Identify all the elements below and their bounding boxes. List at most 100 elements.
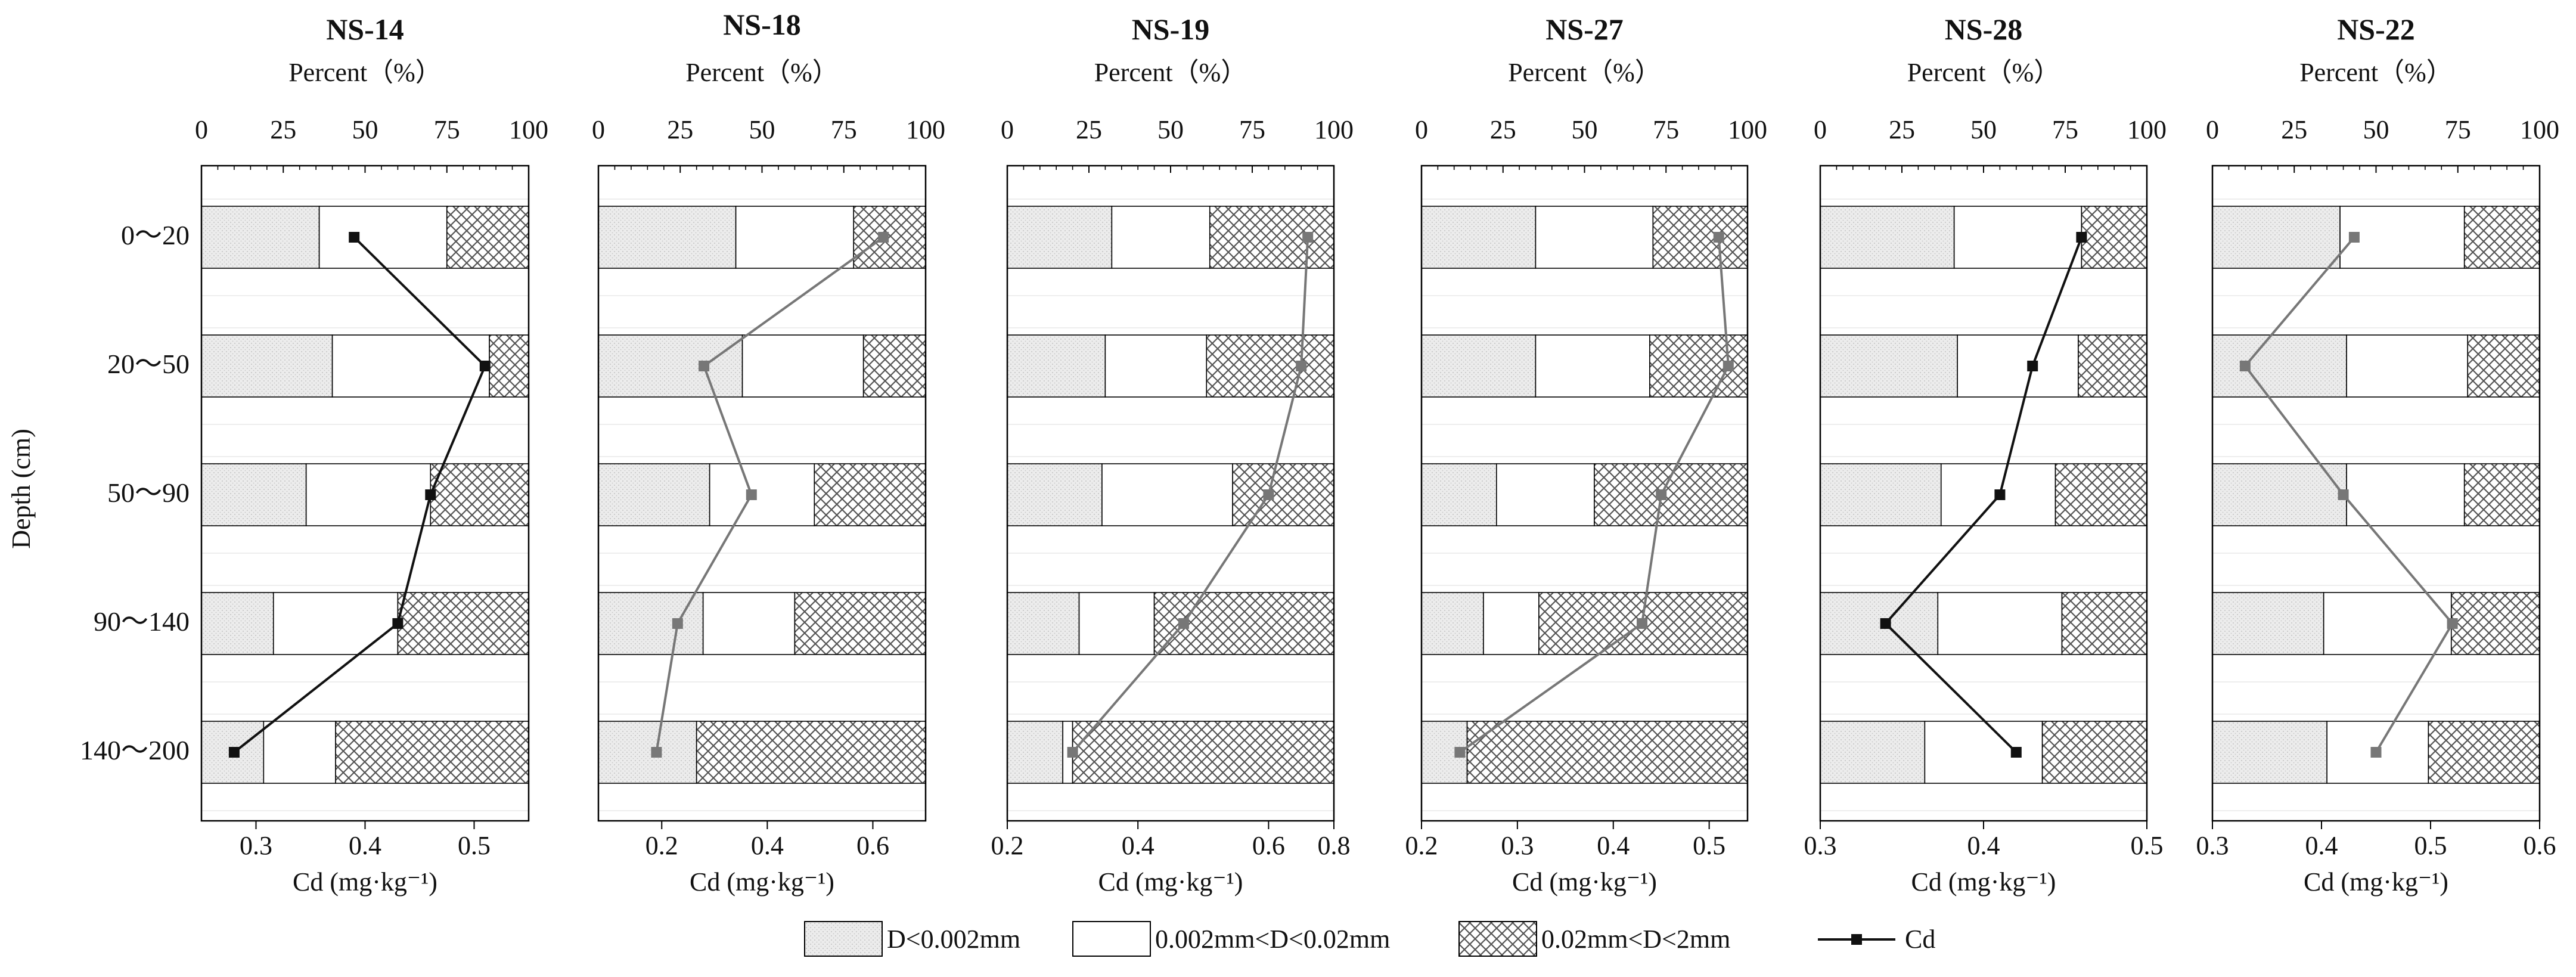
cd-point <box>651 747 662 758</box>
bar-silt <box>2339 206 2465 269</box>
bar-silt <box>1111 206 1211 269</box>
legend-label-cd: Cd <box>1905 925 1935 954</box>
top-tick-label: 50 <box>1970 115 1997 144</box>
top-tick-label: 25 <box>2281 115 2307 144</box>
bar-sand <box>2061 592 2147 655</box>
top-axis-label: Percent（%） <box>1508 58 1661 87</box>
cd-point <box>2076 232 2087 243</box>
bar-fine <box>2212 463 2347 526</box>
top-tick-label: 25 <box>667 115 693 144</box>
bar-fine <box>1421 463 1497 526</box>
bar-sand <box>2428 721 2540 784</box>
top-tick-label: 100 <box>509 115 548 144</box>
bottom-axis-label: Cd (mg·kg⁻¹) <box>1911 867 2056 897</box>
bar-fine <box>1007 721 1063 784</box>
bottom-axis-label: Cd (mg·kg⁻¹) <box>293 867 437 897</box>
bar-fine <box>1820 334 1958 398</box>
bar-sand <box>2467 334 2540 398</box>
legend-label-silt: 0.002mm<D<0.02mm <box>1155 925 1390 954</box>
cd-point <box>878 232 889 243</box>
top-tick-label: 0 <box>2206 115 2219 144</box>
top-tick-label: 50 <box>1157 115 1184 144</box>
cd-point <box>479 361 491 371</box>
bar-silt <box>1937 592 2063 655</box>
bar-silt <box>1535 334 1650 398</box>
panel-ns-18: NS-18 Percent（%） Cd (mg·kg⁻¹) 0 25 50 75 100 0.2… <box>592 8 945 897</box>
bar-fine <box>201 334 333 398</box>
cd-point <box>2027 361 2038 371</box>
panel-ns-27: NS-27 Percent（%） Cd (mg·kg⁻¹) 0 25 50 75 100 0.2… <box>1405 13 1768 897</box>
bar-sand <box>2078 334 2147 398</box>
top-tick-label: 50 <box>352 115 378 144</box>
cd-point <box>2338 489 2349 500</box>
bar-fine <box>1007 463 1103 526</box>
bar-fine <box>2212 206 2341 269</box>
bar-silt <box>1078 592 1155 655</box>
bar-fine <box>1007 592 1080 655</box>
bar-fine <box>1421 206 1537 269</box>
cd-point <box>1178 618 1189 629</box>
bar-sand <box>446 206 529 269</box>
bar-fine <box>598 721 697 784</box>
bar-fine <box>1007 334 1106 398</box>
top-axis-label: Percent（%） <box>288 58 442 87</box>
bar-sand <box>2041 721 2147 784</box>
top-tick-label: 100 <box>2520 115 2559 144</box>
bottom-tick-label: 0.6 <box>2524 831 2556 860</box>
top-tick-label: 100 <box>1728 115 1767 144</box>
cd-point <box>392 618 404 629</box>
bar-silt <box>318 206 448 269</box>
bar-silt <box>2346 334 2469 398</box>
bar-fine <box>201 206 320 269</box>
depth-labels: 0～20 20～50 50～90 90～140 140～200 <box>80 220 190 765</box>
legend-swatch-sand <box>1458 921 1537 957</box>
bottom-tick-label: 0.3 <box>1501 831 1534 860</box>
panel-ns-28: NS-28 Percent（%） Cd (mg·kg⁻¹) 0 25 50 75 100 0.3… <box>1804 13 2167 897</box>
top-axis-label: Percent（%） <box>1094 58 1247 87</box>
bar-sand <box>430 463 529 526</box>
top-tick-label: 50 <box>1572 115 1598 144</box>
bar-sand <box>1594 463 1748 526</box>
cd-point <box>2010 747 2022 758</box>
bar-sand <box>2450 592 2540 655</box>
bottom-tick-label: 0.4 <box>2305 831 2338 860</box>
cd-point <box>1263 489 1274 500</box>
bar-silt <box>1924 721 2043 784</box>
top-tick-label: 50 <box>2363 115 2389 144</box>
cd-point <box>1296 361 1307 371</box>
bar-sand <box>853 206 926 269</box>
top-tick-label: 75 <box>831 115 857 144</box>
bar-silt <box>702 592 796 655</box>
bar-sand <box>2054 463 2147 526</box>
bar-sand <box>489 334 529 398</box>
legend-swatch-fine <box>804 921 883 957</box>
bar-silt <box>1953 206 2082 269</box>
panel-ns-14: NS-14 Percent（%） Cd (mg·kg⁻¹) 0 25 50 75 100 0.3… <box>195 13 548 897</box>
bar-fine <box>1820 721 1926 784</box>
bar-sand <box>1466 721 1748 784</box>
bar-sand <box>335 721 529 784</box>
bottom-tick-label: 0.3 <box>2196 831 2229 860</box>
bar-silt <box>305 463 432 526</box>
depth-label-3: 90～140 <box>94 606 190 637</box>
legend: D<0.002mm 0.002mm<D<0.02mm 0.02mm<D<2mm … <box>804 921 1935 957</box>
cd-point <box>2447 618 2458 629</box>
cd-point <box>1713 232 1724 243</box>
top-axis-label: Percent（%） <box>1907 58 2060 87</box>
bottom-tick-label: 0.2 <box>1405 831 1438 860</box>
bottom-axis-label: Cd (mg·kg⁻¹) <box>1098 867 1243 897</box>
bar-silt <box>263 721 336 784</box>
cd-point <box>1722 361 1734 371</box>
panel-title: NS-28 <box>1945 13 2023 46</box>
bar-silt <box>2323 592 2452 655</box>
panel-title: NS-27 <box>1545 13 1624 46</box>
bar-fine <box>1007 206 1113 269</box>
bottom-tick-label: 0.5 <box>1693 831 1725 860</box>
bar-fine <box>201 463 307 526</box>
top-tick-label: 75 <box>1653 115 1679 144</box>
bar-fine <box>1820 592 1939 655</box>
bar-silt <box>331 334 490 398</box>
bar-silt <box>1535 206 1654 269</box>
bar-sand <box>397 592 529 655</box>
